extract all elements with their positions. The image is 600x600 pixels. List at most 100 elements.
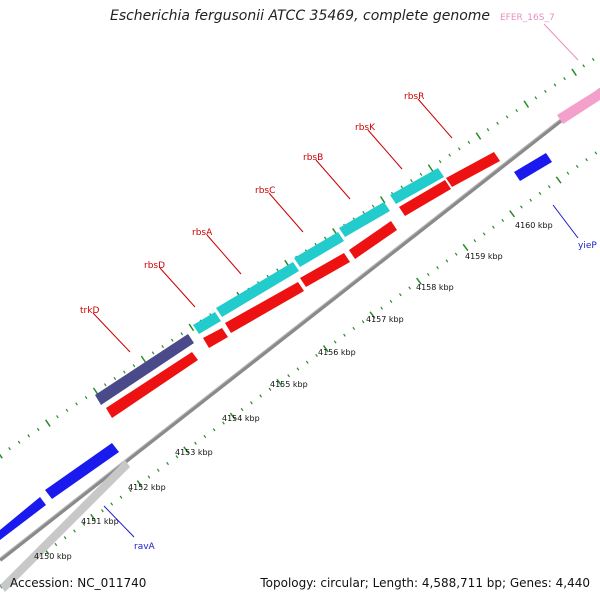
kbp-label: 4158 kbp: [416, 283, 454, 292]
major-tick: [379, 196, 386, 204]
minor-tick: [324, 236, 327, 240]
minor-tick: [203, 434, 207, 439]
minor-tick: [419, 172, 423, 176]
minor-tick: [362, 211, 365, 215]
minor-tick: [553, 83, 557, 87]
minor-tick: [436, 266, 439, 270]
gene-feature-red-1[interactable]: [106, 352, 198, 418]
gene-feature-rbsB[interactable]: [339, 202, 390, 237]
major-tick: [92, 387, 99, 395]
minor-tick: [591, 57, 595, 62]
kbp-label: 4160 kbp: [515, 221, 553, 230]
gene-label-rbsA[interactable]: rbsA: [192, 228, 213, 238]
kbp-label: 4151 kbp: [81, 517, 119, 526]
gene-feature-rbsD[interactable]: [193, 312, 221, 334]
gene-feature-rbsC[interactable]: [294, 232, 344, 267]
minor-tick: [448, 153, 452, 157]
major-tick: [369, 311, 376, 319]
minor-tick: [101, 509, 104, 513]
minor-tick: [520, 205, 523, 209]
minor-tick: [380, 306, 384, 310]
minor-tick: [594, 151, 598, 155]
major-tick: [276, 378, 283, 387]
minor-tick: [544, 89, 547, 93]
minor-tick: [534, 96, 538, 100]
backbone-line-highlight: [0, 87, 600, 559]
gene-feature-grey[interactable]: [0, 460, 130, 592]
minor-tick: [113, 376, 117, 381]
minor-tick: [287, 374, 290, 378]
gene-label-rbsD[interactable]: rbsD: [144, 261, 165, 271]
minor-tick: [582, 64, 586, 68]
minor-tick: [240, 407, 244, 412]
minor-tick: [65, 408, 69, 412]
gene-label-rbsB[interactable]: rbsB: [303, 153, 323, 163]
minor-tick: [305, 360, 309, 364]
major-tick: [229, 412, 236, 420]
minor-tick: [457, 147, 461, 151]
summary-text: Topology: circular; Length: 4,588,711 bp…: [260, 576, 590, 590]
minor-tick: [56, 415, 59, 419]
gene-feature-rbsK[interactable]: [390, 168, 444, 204]
major-tick: [509, 210, 516, 218]
minor-tick: [128, 488, 132, 493]
inner-tick-track: [0, 151, 598, 589]
minor-tick: [63, 536, 67, 540]
gene-label-trkD[interactable]: trkD: [80, 306, 99, 316]
gene-feature-red-2[interactable]: [203, 328, 228, 348]
minor-tick: [276, 268, 279, 272]
minor-tick: [180, 332, 184, 336]
minor-tick: [119, 495, 123, 499]
minor-tick: [123, 370, 126, 374]
minor-tick: [175, 455, 179, 459]
backbone-line: [0, 88, 600, 562]
kbp-labels: 4150 kbp 4151 kbp 4152 kbp 4153 kbp 4154…: [34, 221, 553, 561]
minor-tick: [315, 353, 318, 358]
gene-label-yieP[interactable]: yieP: [578, 241, 597, 251]
minor-tick: [538, 191, 542, 196]
minor-tick: [161, 344, 164, 349]
kbp-label: 4159 kbp: [465, 252, 503, 261]
gene-feature-red-7[interactable]: [446, 152, 500, 187]
major-tick: [416, 277, 422, 285]
minor-tick: [486, 128, 490, 132]
gene-feature-red-4[interactable]: [300, 253, 350, 287]
major-tick: [0, 453, 3, 459]
minor-tick: [547, 185, 551, 189]
gene-label-ravA[interactable]: ravA: [134, 542, 156, 552]
major-tick: [322, 345, 329, 353]
gene-label-rbsK[interactable]: rbsK: [355, 123, 376, 133]
minor-tick: [170, 338, 174, 342]
minor-tick: [36, 427, 40, 432]
gene-feature-ravA[interactable]: [45, 443, 119, 499]
minor-tick: [400, 185, 404, 189]
major-tick: [427, 164, 434, 172]
minor-tick: [454, 252, 458, 256]
gene-feature-blue-2[interactable]: [0, 497, 46, 540]
minor-tick: [333, 340, 337, 344]
genome-title: Escherichia fergusonii ATCC 35469, compl…: [109, 8, 491, 24]
gene-label-rbsC[interactable]: rbsC: [255, 186, 275, 196]
minor-tick: [82, 522, 86, 526]
gene-feature-red-5[interactable]: [349, 221, 397, 259]
gene-feature-yieP[interactable]: [514, 153, 552, 181]
gene-feature-rbsA[interactable]: [216, 262, 299, 317]
gene-label-EFER_16S_7[interactable]: EFER_16S_7: [500, 13, 555, 23]
gene-label-rbsR[interactable]: rbsR: [404, 92, 424, 102]
minor-tick: [529, 198, 533, 202]
gene-feature-red-3[interactable]: [225, 282, 304, 333]
minor-tick: [268, 387, 272, 391]
minor-tick: [467, 140, 471, 145]
kbp-label: 4155 kbp: [270, 380, 308, 389]
gene-feature-EFER_16S_7[interactable]: [557, 88, 600, 124]
minor-tick: [361, 320, 365, 324]
gene-feature-trkD[interactable]: [95, 334, 194, 405]
major-tick: [140, 355, 147, 364]
accession-text: Accession: NC_011740: [10, 576, 147, 590]
minor-tick: [296, 367, 300, 371]
kbp-label: 4150 kbp: [34, 552, 72, 561]
gene-feature-red-6[interactable]: [399, 180, 451, 216]
minor-tick: [426, 272, 430, 277]
minor-tick: [505, 115, 509, 119]
